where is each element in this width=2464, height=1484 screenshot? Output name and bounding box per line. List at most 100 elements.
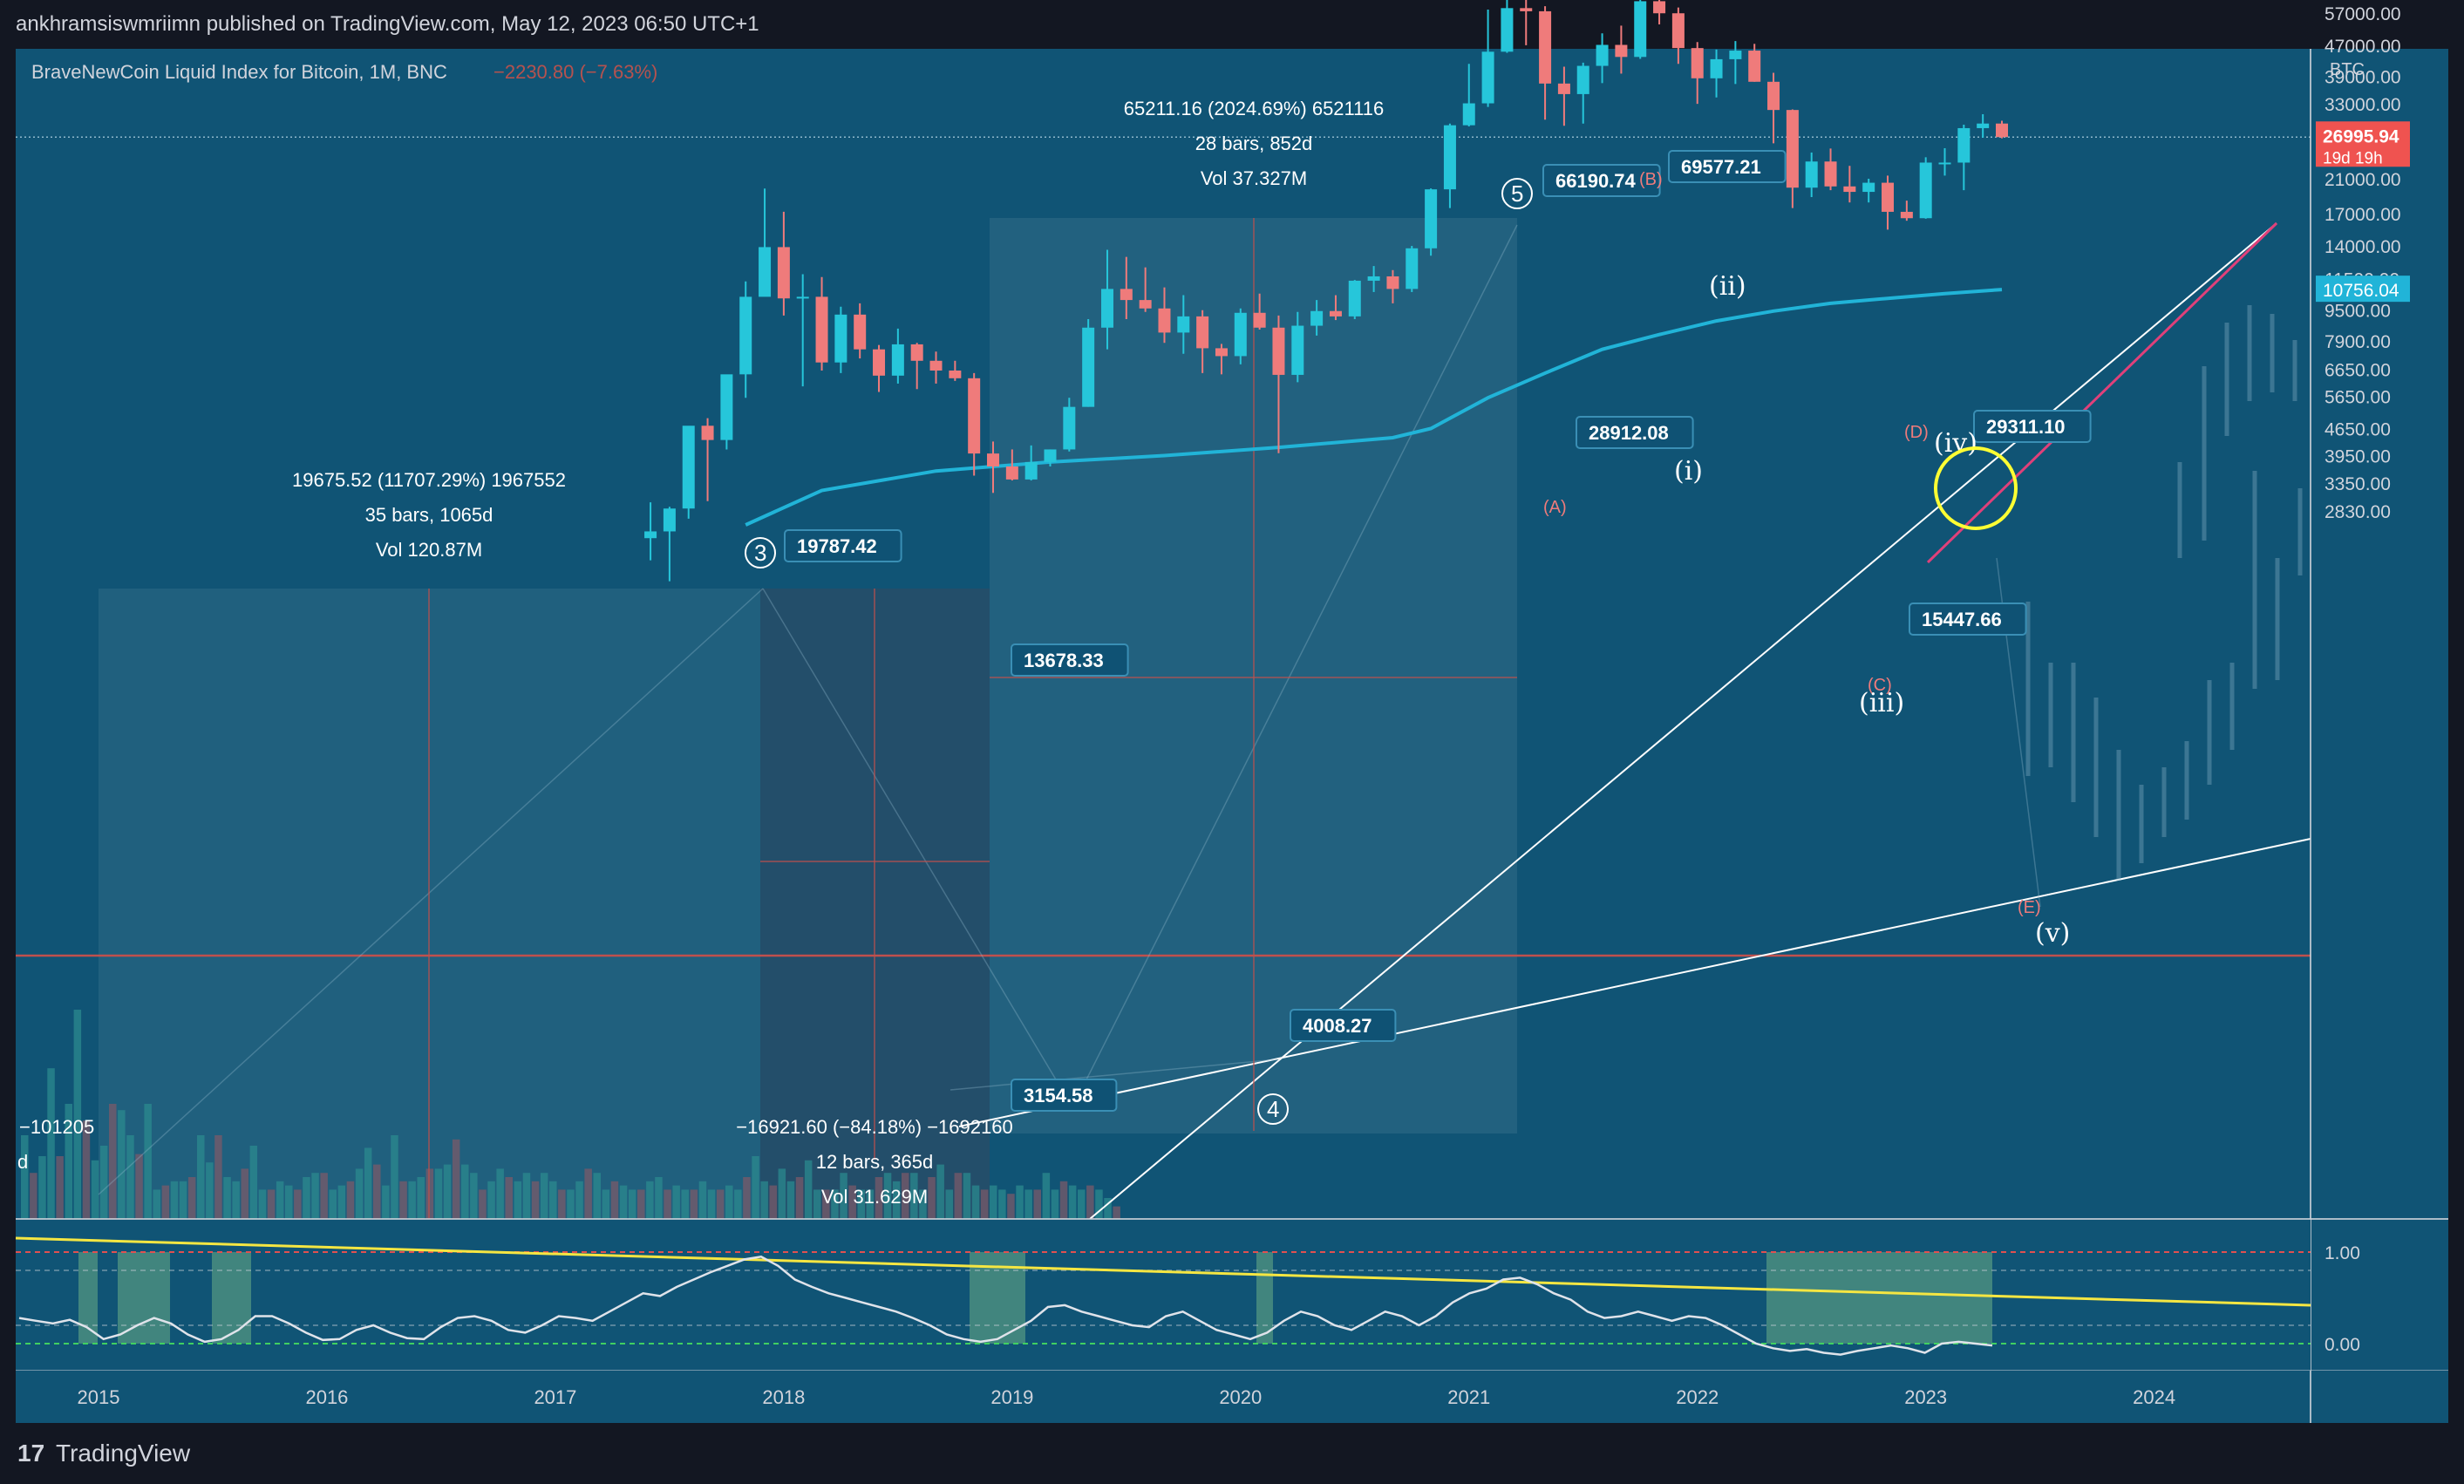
volume-bar — [99, 1146, 108, 1219]
volume-bar — [610, 1181, 619, 1219]
volume-bar — [522, 1173, 531, 1219]
candle-body — [1291, 325, 1304, 375]
volume-bar — [866, 1189, 875, 1219]
oscillator-zone — [1766, 1252, 1992, 1344]
price-label-28912: 28912.08 — [1589, 422, 1669, 444]
measure-range-1-shade — [99, 589, 990, 1218]
volume-bar — [875, 1177, 883, 1219]
volume-bar — [1068, 1185, 1077, 1219]
candle-body — [1805, 161, 1818, 188]
volume-bar — [778, 1168, 786, 1219]
price-label-15447-box — [1909, 602, 2027, 636]
candle-body — [1005, 466, 1018, 480]
volume-bar — [910, 1173, 918, 1219]
volume-bar — [1051, 1189, 1059, 1219]
price-label-4008: 4008.27 — [1303, 1015, 1372, 1037]
volume-bar — [214, 1135, 222, 1219]
candle-body — [1406, 248, 1419, 289]
wave-v-label: (v) — [2035, 918, 2070, 949]
trendline-2 — [958, 838, 2311, 1127]
volume-bar — [664, 1189, 671, 1219]
volume-bar — [892, 1181, 901, 1219]
wave-4-label: 4 — [1267, 1096, 1279, 1122]
oscillator-tick-label: 0.00 — [2324, 1335, 2360, 1355]
candle-body — [1100, 289, 1113, 328]
candle-body — [1501, 8, 1514, 52]
volume-bar — [593, 1173, 601, 1219]
y-tick-label: 17000.00 — [2324, 205, 2401, 225]
candle-body — [1253, 312, 1266, 328]
candle-body — [1710, 58, 1723, 78]
y-tick-label: 6650.00 — [2324, 361, 2391, 381]
volume-bar — [320, 1173, 328, 1219]
volume-bar — [672, 1185, 680, 1219]
last-price-box — [2316, 121, 2410, 167]
volume-bar — [109, 1104, 117, 1219]
volume-bar — [822, 1189, 830, 1219]
volume-bar — [73, 1010, 82, 1219]
volume-bar — [346, 1181, 355, 1219]
candle-body — [1900, 211, 1913, 219]
volume-bar — [373, 1164, 381, 1219]
volume-bar — [840, 1173, 847, 1219]
wave-5-label-circle — [1501, 178, 1533, 209]
volume-bar — [241, 1168, 248, 1219]
volume-bar — [443, 1164, 452, 1219]
candle-body — [834, 314, 847, 363]
volume-bar — [698, 1181, 707, 1219]
oscillator-trendline — [15, 1236, 2311, 1307]
candle-body — [1215, 348, 1228, 357]
publisher-line: ankhramsiswmriimn published on TradingVi… — [16, 12, 759, 36]
volume-bar — [285, 1185, 293, 1219]
volume-bar — [417, 1177, 425, 1219]
volume-bar — [575, 1181, 583, 1219]
candle-body — [1996, 123, 2008, 138]
price-label-66190-box — [1542, 164, 1661, 197]
volume-bar — [452, 1139, 460, 1219]
wave-connector — [950, 1059, 1278, 1091]
volume-bar — [936, 1164, 944, 1219]
price-label-13678-box — [1011, 643, 1129, 677]
time-axis-bg — [16, 1371, 2448, 1423]
candle-body — [739, 296, 752, 375]
volume-bar — [126, 1135, 134, 1219]
candle-body — [949, 370, 962, 378]
measure-1-line-2: 35 bars, 1065d — [365, 504, 493, 526]
left-cut-value: −101205 — [19, 1116, 94, 1138]
measure-2-line-2: 12 bars, 365d — [816, 1151, 934, 1173]
candle-body — [1691, 48, 1704, 78]
candle-body — [682, 425, 695, 509]
candle-body — [1082, 327, 1095, 407]
volume-bar — [690, 1189, 698, 1219]
x-tick-label: 2020 — [1219, 1386, 1262, 1408]
candle-body — [663, 508, 676, 532]
wave-5-label: 5 — [1511, 180, 1523, 207]
volume-bar — [848, 1185, 856, 1219]
volume-bar — [681, 1189, 689, 1219]
last-price-label: 26995.94 — [2323, 126, 2399, 146]
ma-value-label: 10756.04 — [2323, 281, 2399, 301]
wave-B-label: (B) — [1639, 170, 1663, 189]
x-tick-label: 2016 — [305, 1386, 348, 1408]
wave-E-label: (E) — [2018, 898, 2041, 917]
volume-bar — [628, 1189, 636, 1219]
y-tick-label: 39000.00 — [2324, 67, 2401, 87]
candle-body — [701, 425, 714, 440]
oscillator-tick-label: 1.00 — [2324, 1243, 2360, 1263]
volume-bar — [567, 1189, 575, 1219]
candle-body — [1862, 182, 1875, 193]
x-tick-label: 2019 — [990, 1386, 1033, 1408]
volume-bar — [619, 1185, 628, 1219]
volume-bar — [531, 1181, 540, 1219]
volume-bar — [303, 1177, 310, 1219]
volume-bar — [206, 1162, 214, 1219]
price-label-19787: 19787.42 — [797, 535, 877, 557]
candle-body — [759, 247, 772, 297]
candle-body — [854, 314, 867, 350]
y-tick-label: 3950.00 — [2324, 447, 2391, 467]
volume-bar — [1078, 1189, 1086, 1219]
tradingview-logo-icon: 17 — [17, 1440, 44, 1467]
volume-bar — [47, 1068, 55, 1219]
y-tick-label: 5650.00 — [2324, 388, 2391, 408]
